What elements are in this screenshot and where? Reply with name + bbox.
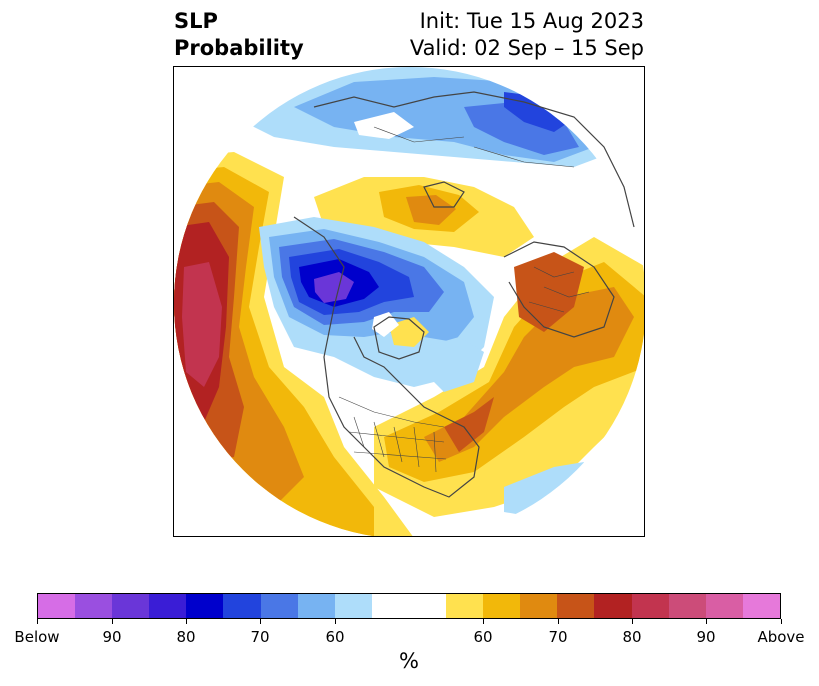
colorbar-segment — [186, 594, 224, 618]
colorbar-tick-label: 80 — [622, 628, 642, 646]
colorbar-segment — [371, 594, 409, 618]
colorbar-tick-mark — [335, 619, 336, 624]
map-disc — [174, 67, 644, 536]
region-arctic-above-60 — [406, 195, 456, 225]
region-siberia-below-80 — [504, 92, 569, 132]
border-us-states — [348, 416, 447, 473]
colorbar-segment — [149, 594, 187, 618]
colorbar-segment — [594, 594, 632, 618]
region-atlantic-above-70 — [444, 397, 494, 452]
title-product: Probability — [174, 36, 304, 60]
region-hudson-white — [372, 312, 399, 337]
colorbar-tick-label: 70 — [548, 628, 568, 646]
colorbar-segment — [334, 594, 372, 618]
political-borders — [338, 126, 590, 473]
colorbar-tick-mark — [260, 619, 261, 624]
title-left: SLP Probability — [174, 8, 304, 62]
coastline-europe — [503, 241, 615, 338]
coastlines — [293, 91, 635, 498]
coastline-north-america — [293, 216, 480, 498]
colorbar-segment — [446, 594, 484, 618]
colorbar-tick-label: 60 — [473, 628, 493, 646]
map-svg — [174, 67, 644, 536]
colorbar-tick-mark — [37, 619, 38, 624]
colorbar-tick-label: 90 — [102, 628, 122, 646]
colorbar-tick-label: Below — [14, 628, 60, 646]
colorbar-tick-mark — [112, 619, 113, 624]
region-hudson-above-low — [389, 317, 429, 347]
region-siberia-below-70 — [464, 102, 579, 155]
colorbar-segment — [260, 594, 298, 618]
colorbar-segment — [297, 594, 335, 618]
colorbar-tick-mark — [706, 619, 707, 624]
colorbar-segment — [668, 594, 706, 618]
colorbar-segment — [557, 594, 595, 618]
colorbar-tick-mark — [483, 619, 484, 624]
colorbar-segment — [483, 594, 521, 618]
region-siberia-white-gap — [354, 112, 414, 139]
colorbar-segment — [38, 594, 76, 618]
border-asia — [373, 126, 575, 168]
coastline-greenland — [373, 316, 425, 360]
title-right: Init: Tue 15 Aug 2023 Valid: 02 Sep – 15… — [410, 8, 644, 62]
region-canada-below-max — [314, 272, 354, 303]
coastline-arctic-islands — [423, 181, 465, 208]
border-us-canada — [338, 396, 445, 428]
title-variable: SLP — [174, 9, 218, 33]
title-init-date: Init: Tue 15 Aug 2023 — [419, 9, 644, 33]
colorbar-tick-mark — [558, 619, 559, 624]
colorbar-segment — [408, 594, 447, 618]
coastline-asia — [313, 91, 635, 228]
colorbar-unit: % — [399, 649, 419, 673]
region-europe-above-70 — [514, 252, 584, 332]
colorbar-segment — [742, 594, 780, 618]
colorbar-segment — [223, 594, 261, 618]
region-pacific-above-90 — [182, 262, 222, 387]
title-valid-range: Valid: 02 Sep – 15 Sep — [409, 36, 644, 60]
colorbar-tick-label: 60 — [325, 628, 345, 646]
colorbar-tick-label: Above — [757, 628, 805, 646]
colorbar-tick-label: 70 — [250, 628, 270, 646]
colorbar-segment — [112, 594, 150, 618]
colorbar — [37, 593, 781, 619]
colorbar-tick-label: 80 — [176, 628, 196, 646]
colorbar-segment — [631, 594, 669, 618]
colorbar-segment — [705, 594, 743, 618]
colorbar-segment — [75, 594, 113, 618]
colorbar-tick-mark — [186, 619, 187, 624]
colorbar-tick-label: 90 — [696, 628, 716, 646]
region-eastpacific-below-low — [504, 462, 584, 517]
border-europe — [528, 266, 590, 313]
colorbar-segment — [520, 594, 558, 618]
probability-map — [173, 66, 645, 537]
colorbar-tick-mark — [632, 619, 633, 624]
colorbar-tick-mark — [781, 619, 782, 624]
region-alaska-below-low — [424, 337, 484, 392]
